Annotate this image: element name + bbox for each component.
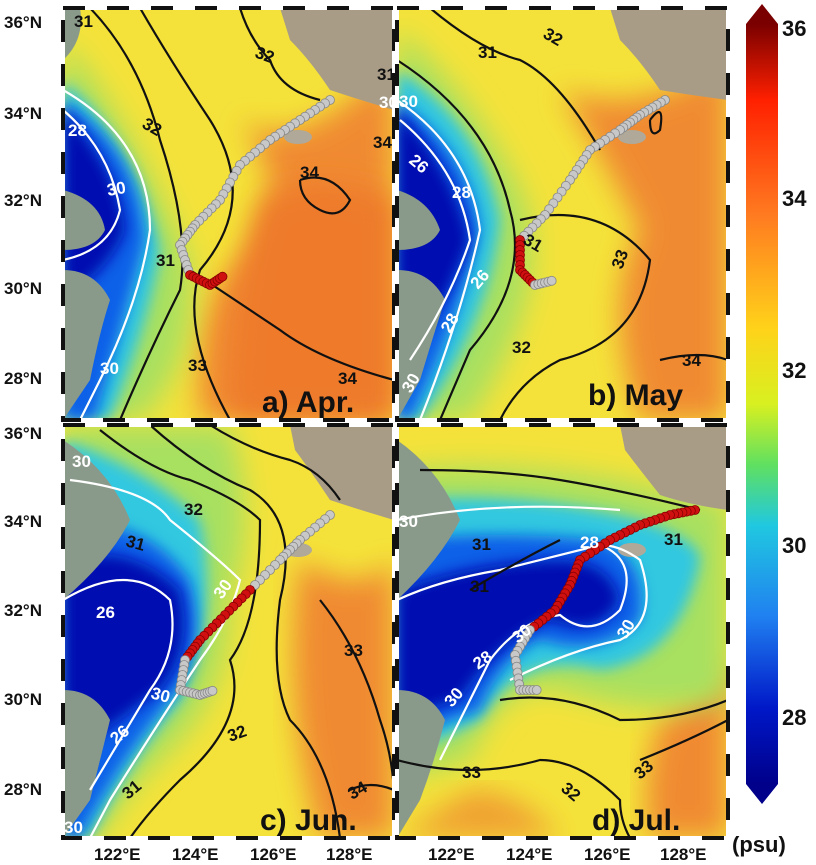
track-jun (175, 510, 335, 700)
lat-axis-top: 36°N 34°N 32°N 30°N 28°N (4, 13, 42, 388)
panel-frames (61, 6, 730, 840)
lat-tick: 36°N (4, 424, 42, 443)
track-point (546, 275, 557, 286)
lat-tick: 28°N (4, 369, 42, 388)
lon-tick: 128°E (326, 845, 373, 864)
panel-jul (397, 425, 728, 838)
track-jul (510, 505, 700, 695)
clab-c-7: 33 (344, 641, 363, 660)
contours-apr (63, 8, 394, 420)
clab-b-4: 28 (452, 183, 471, 202)
land-apr (63, 8, 394, 420)
clab-c-5: 30 (149, 684, 172, 707)
track-may (515, 95, 670, 290)
lat-tick: 34°N (4, 512, 42, 531)
clab-b-11: 34 (682, 351, 701, 370)
clab-c-1: 32 (184, 500, 203, 519)
panel-label-a: a) Apr. (262, 386, 354, 419)
colorbar-unit: (psu) (732, 832, 786, 857)
colorbar-gradient (746, 24, 778, 784)
colorbar-tick: 36 (782, 16, 806, 41)
lon-tick: 126°E (250, 845, 297, 864)
contour-labels-apr: 31 32 32 30 34 31 31 30 28 33 34 30 34 a… (68, 12, 398, 419)
lon-tick: 126°E (584, 845, 631, 864)
lat-tick: 28°N (4, 780, 42, 799)
lon-tick: 128°E (660, 845, 707, 864)
lat-tick: 32°N (4, 601, 42, 620)
panel-jun (63, 425, 394, 838)
contours-jul (397, 468, 728, 838)
clab-d-8: 33 (462, 763, 481, 782)
colorbar-tick: 34 (782, 186, 807, 211)
land-jul (397, 425, 728, 838)
clab-a-4: 34 (300, 163, 319, 182)
clab-a-5: 31 (156, 251, 175, 270)
lat-tick: 30°N (4, 690, 42, 709)
track-point (531, 685, 542, 695)
lat-tick: 30°N (4, 279, 42, 298)
lat-tick: 32°N (4, 191, 42, 210)
panel-label-d: d) Jul. (592, 804, 680, 837)
lat-axis-bottom: 36°N 34°N 32°N 30°N 28°N (4, 424, 42, 799)
land-may (397, 8, 728, 420)
clab-a-9: 33 (188, 356, 207, 375)
clab-a-10: 34 (338, 369, 357, 388)
clab-d-11: 31 (470, 577, 489, 596)
clab-b-2: 30 (399, 92, 418, 111)
clab-c-3: 26 (96, 603, 115, 622)
land-jun (63, 425, 394, 838)
clab-a-8: 28 (68, 121, 87, 140)
colorbar-bottom-arrow (746, 784, 778, 804)
clab-b-10: 32 (512, 338, 531, 357)
track-point (207, 685, 218, 696)
colorbar-tick: 28 (782, 705, 806, 730)
lon-tick: 122°E (94, 845, 141, 864)
panel-apr (63, 8, 394, 420)
clab-b-0: 31 (478, 43, 497, 62)
clab-d-2: 31 (664, 530, 683, 549)
track-highlight-point (217, 271, 228, 282)
track-apr (175, 95, 335, 290)
colorbar-top-arrow (746, 4, 778, 24)
clab-a-3: 30 (105, 178, 127, 200)
lon-tick: 124°E (172, 845, 219, 864)
lat-tick: 36°N (4, 13, 42, 32)
clab-a-0: 31 (74, 12, 93, 31)
panel-may (397, 8, 728, 420)
clab-d-1: 31 (472, 535, 491, 554)
clab-c-11: 30 (64, 818, 83, 837)
clab-a-12: 34 (373, 133, 392, 152)
lat-tick: 34°N (4, 104, 42, 123)
lon-axis: 122°E 124°E 126°E 128°E 122°E 124°E 126°… (94, 845, 707, 864)
panel-label-b: b) May (588, 379, 683, 412)
lon-tick: 122°E (428, 845, 475, 864)
colorbar-tick: 32 (782, 358, 806, 383)
clab-d-0: 30 (399, 512, 418, 531)
salinity-field-jul (397, 425, 728, 838)
contours-may (397, 8, 728, 420)
clab-c-2: 31 (124, 532, 147, 555)
panel-label-c: c) Jun. (260, 804, 357, 837)
clab-d-3: 28 (580, 533, 599, 552)
clab-c-0: 30 (72, 452, 91, 471)
colorbar: 36 34 32 30 28 (psu) (732, 4, 807, 857)
clab-a-6: 31 (377, 65, 396, 84)
clab-a-11: 30 (100, 359, 119, 378)
colorbar-tick: 30 (782, 533, 806, 558)
lon-tick: 124°E (506, 845, 553, 864)
